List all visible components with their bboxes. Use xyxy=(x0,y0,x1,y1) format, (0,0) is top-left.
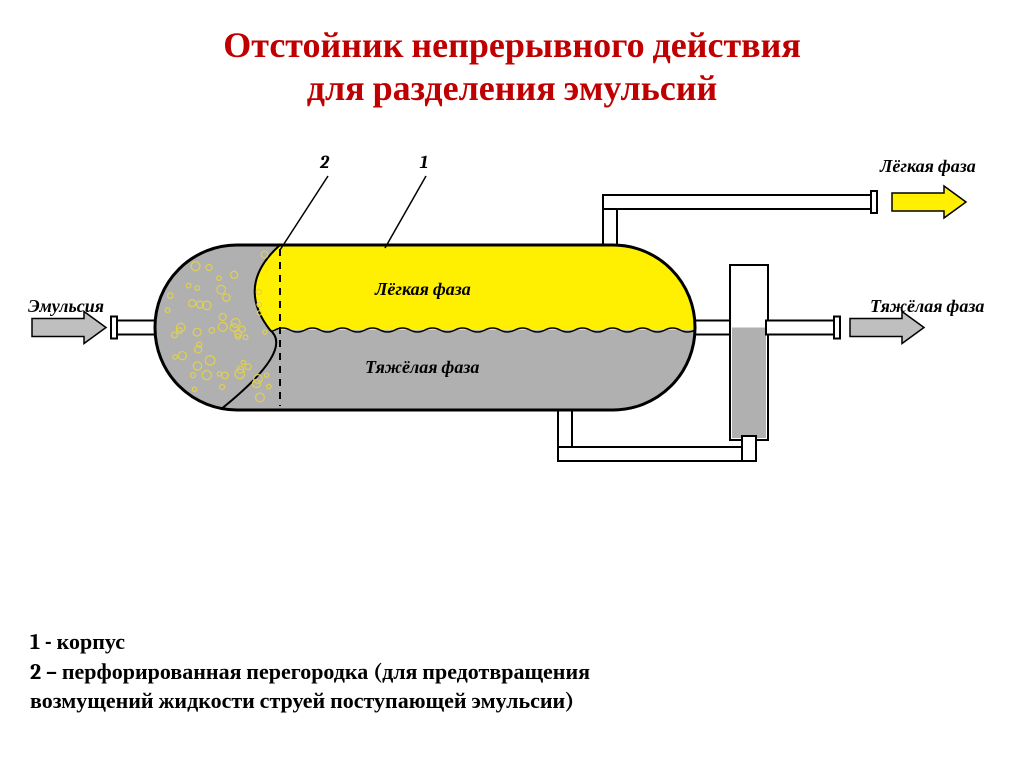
title-line1: Отстойник непрерывного действия xyxy=(0,24,1024,67)
label-heavy-phase-out: Тяжёлая фаза xyxy=(870,296,984,317)
settler-diagram xyxy=(0,140,1024,570)
callout-1: 1 xyxy=(420,152,428,173)
legend-item-1: 1 - корпус xyxy=(30,628,590,658)
callout-2: 2 xyxy=(320,152,329,173)
page-title: Отстойник непрерывного действия для разд… xyxy=(0,0,1024,110)
label-light-phase-out: Лёгкая фаза xyxy=(880,156,976,177)
legend-item-2a: 2 – перфорированная перегородка (для пре… xyxy=(30,658,590,688)
label-emulsion-in: Эмульсия xyxy=(28,296,104,317)
title-line2: для разделения эмульсий xyxy=(0,67,1024,110)
legend-item-2b: возмущений жидкости струей поступающей э… xyxy=(30,687,590,717)
label-light-phase-inner: Лёгкая фаза xyxy=(375,279,471,300)
legend: 1 - корпус 2 – перфорированная перегород… xyxy=(30,628,590,717)
diagram-container: Эмульсия Лёгкая фаза Тяжёлая фаза Лёгкая… xyxy=(0,140,1024,570)
label-heavy-phase-inner: Тяжёлая фаза xyxy=(365,357,479,378)
